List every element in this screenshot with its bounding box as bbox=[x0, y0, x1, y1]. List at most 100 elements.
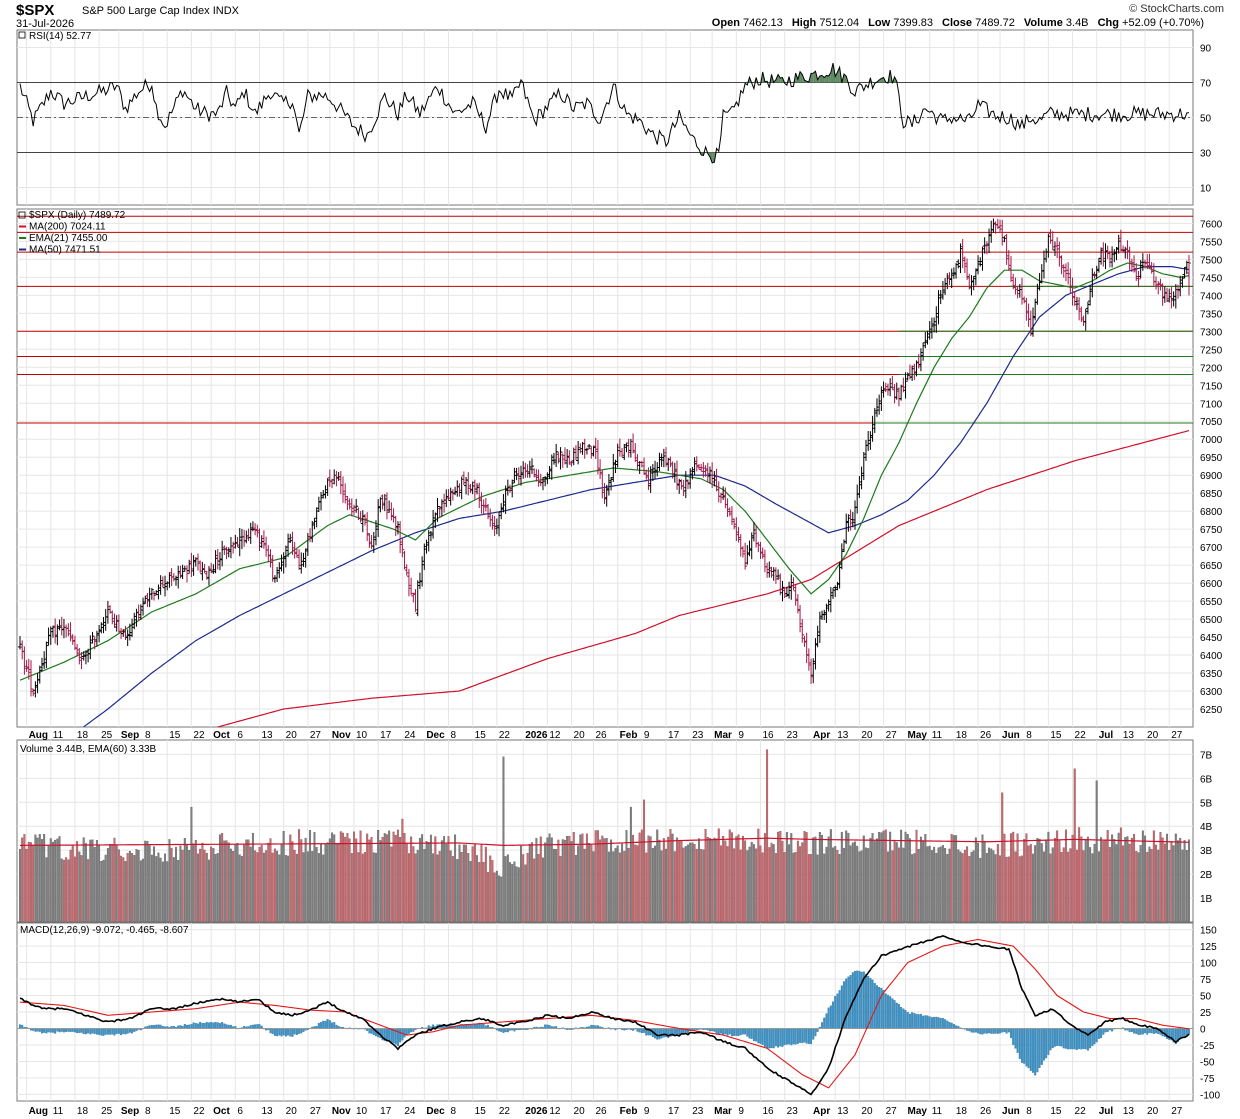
x-axis-label: 16 bbox=[763, 730, 775, 741]
volume-bar bbox=[1005, 856, 1008, 923]
price-bar bbox=[53, 618, 58, 644]
volume-bar bbox=[40, 839, 43, 923]
price-bar bbox=[1180, 276, 1185, 288]
price-bar bbox=[529, 458, 534, 474]
volume-bar bbox=[654, 845, 657, 923]
price-bar bbox=[417, 572, 422, 590]
macd-line bbox=[19, 935, 1190, 1096]
rsi-fill bbox=[830, 63, 834, 83]
macd-histogram-bar bbox=[1056, 1028, 1059, 1046]
price-bar bbox=[606, 473, 611, 496]
volume-bar bbox=[999, 855, 1002, 923]
volume-bar bbox=[124, 861, 127, 923]
volume-bar bbox=[322, 854, 325, 923]
price-bar bbox=[347, 498, 352, 510]
macd-histogram-bar bbox=[735, 1028, 738, 1036]
macd-histogram-bar bbox=[801, 1028, 804, 1044]
open-label: Open bbox=[711, 17, 740, 29]
price-bar bbox=[365, 512, 370, 542]
x-axis-label: Nov bbox=[332, 1106, 351, 1117]
volume-bar bbox=[1139, 845, 1142, 923]
x-axis-label: 20 bbox=[861, 730, 873, 741]
volume-bar bbox=[170, 847, 173, 923]
price-bar bbox=[442, 493, 447, 513]
volume-bar bbox=[429, 834, 432, 923]
volume-bar bbox=[843, 847, 845, 923]
volume-bar bbox=[273, 848, 276, 923]
macd-histogram-bar bbox=[1032, 1028, 1034, 1073]
volume-bar bbox=[1179, 837, 1182, 923]
price-bar bbox=[804, 632, 809, 664]
volume-bar bbox=[570, 841, 573, 923]
macd-histogram-bar bbox=[317, 1023, 320, 1029]
macd-histogram-bar bbox=[19, 1024, 21, 1029]
price-bar bbox=[327, 469, 332, 487]
price-bar bbox=[556, 451, 561, 464]
price-bar bbox=[1090, 268, 1095, 298]
price-bar bbox=[22, 646, 27, 675]
x-axis-label: 15 bbox=[475, 1106, 487, 1117]
price-bar bbox=[481, 499, 486, 515]
price-tick-label: 7100 bbox=[1200, 399, 1223, 410]
volume-bar bbox=[968, 856, 971, 923]
price-bar bbox=[982, 237, 987, 254]
macd-histogram-bar bbox=[992, 1028, 995, 1034]
x-axis-label: Sep bbox=[121, 730, 139, 741]
volume-bar bbox=[904, 831, 907, 923]
price-bar bbox=[206, 566, 211, 586]
price-bar bbox=[299, 552, 304, 574]
price-bar bbox=[1165, 287, 1170, 303]
price-bar bbox=[121, 629, 126, 637]
price-bar bbox=[362, 514, 367, 526]
macd-histogram-bar bbox=[752, 1028, 755, 1042]
price-bar bbox=[1006, 250, 1011, 271]
macd-histogram-bar bbox=[774, 1028, 777, 1047]
price-bar bbox=[494, 518, 499, 535]
price-bar bbox=[174, 575, 179, 586]
rsi-fill bbox=[811, 73, 814, 83]
volume-bar bbox=[164, 853, 167, 923]
macd-histogram-bar bbox=[812, 1028, 815, 1040]
macd-histogram-bar bbox=[952, 1024, 955, 1029]
price-bar bbox=[1156, 280, 1161, 295]
volume-bar bbox=[21, 837, 24, 923]
price-bar bbox=[613, 459, 618, 474]
volume-bar bbox=[970, 851, 973, 923]
macd-histogram-bar bbox=[1104, 1028, 1107, 1033]
price-bar bbox=[1158, 278, 1163, 291]
volume-bar bbox=[779, 831, 782, 923]
macd-histogram-bar bbox=[100, 1028, 103, 1036]
price-bar bbox=[176, 565, 181, 589]
volume-bar bbox=[137, 850, 140, 923]
macd-histogram-bar bbox=[834, 996, 837, 1029]
macd-histogram-bar bbox=[322, 1020, 325, 1029]
price-bar bbox=[1132, 255, 1137, 273]
x-axis-label: Mar bbox=[714, 730, 732, 741]
volume-bar bbox=[513, 861, 516, 923]
price-bar bbox=[850, 511, 855, 528]
volume-bar bbox=[676, 837, 678, 923]
price-bar bbox=[255, 524, 260, 538]
price-bar bbox=[540, 477, 545, 491]
macd-histogram-bar bbox=[1084, 1028, 1087, 1050]
volume-bar bbox=[403, 833, 406, 923]
volume-bar bbox=[581, 833, 584, 923]
x-axis-label: 6 bbox=[237, 1106, 243, 1117]
price-bar bbox=[215, 548, 220, 570]
price-bar bbox=[567, 450, 572, 465]
price-tick-label: 7200 bbox=[1200, 363, 1223, 374]
price-bar bbox=[914, 360, 919, 377]
volume-bar bbox=[1108, 847, 1111, 923]
rsi-fill bbox=[813, 71, 816, 83]
macd-histogram-bar bbox=[640, 1028, 643, 1034]
macd-histogram-bar bbox=[106, 1028, 109, 1035]
price-bar bbox=[237, 528, 242, 557]
macd-histogram-bar bbox=[157, 1024, 160, 1029]
volume-bar bbox=[188, 849, 191, 923]
volume-bar bbox=[1141, 830, 1144, 923]
volume-bar bbox=[711, 838, 714, 923]
volume-bar bbox=[440, 840, 443, 923]
x-axis-label: 22 bbox=[1075, 1106, 1087, 1117]
macd-histogram-bar bbox=[1023, 1028, 1026, 1064]
